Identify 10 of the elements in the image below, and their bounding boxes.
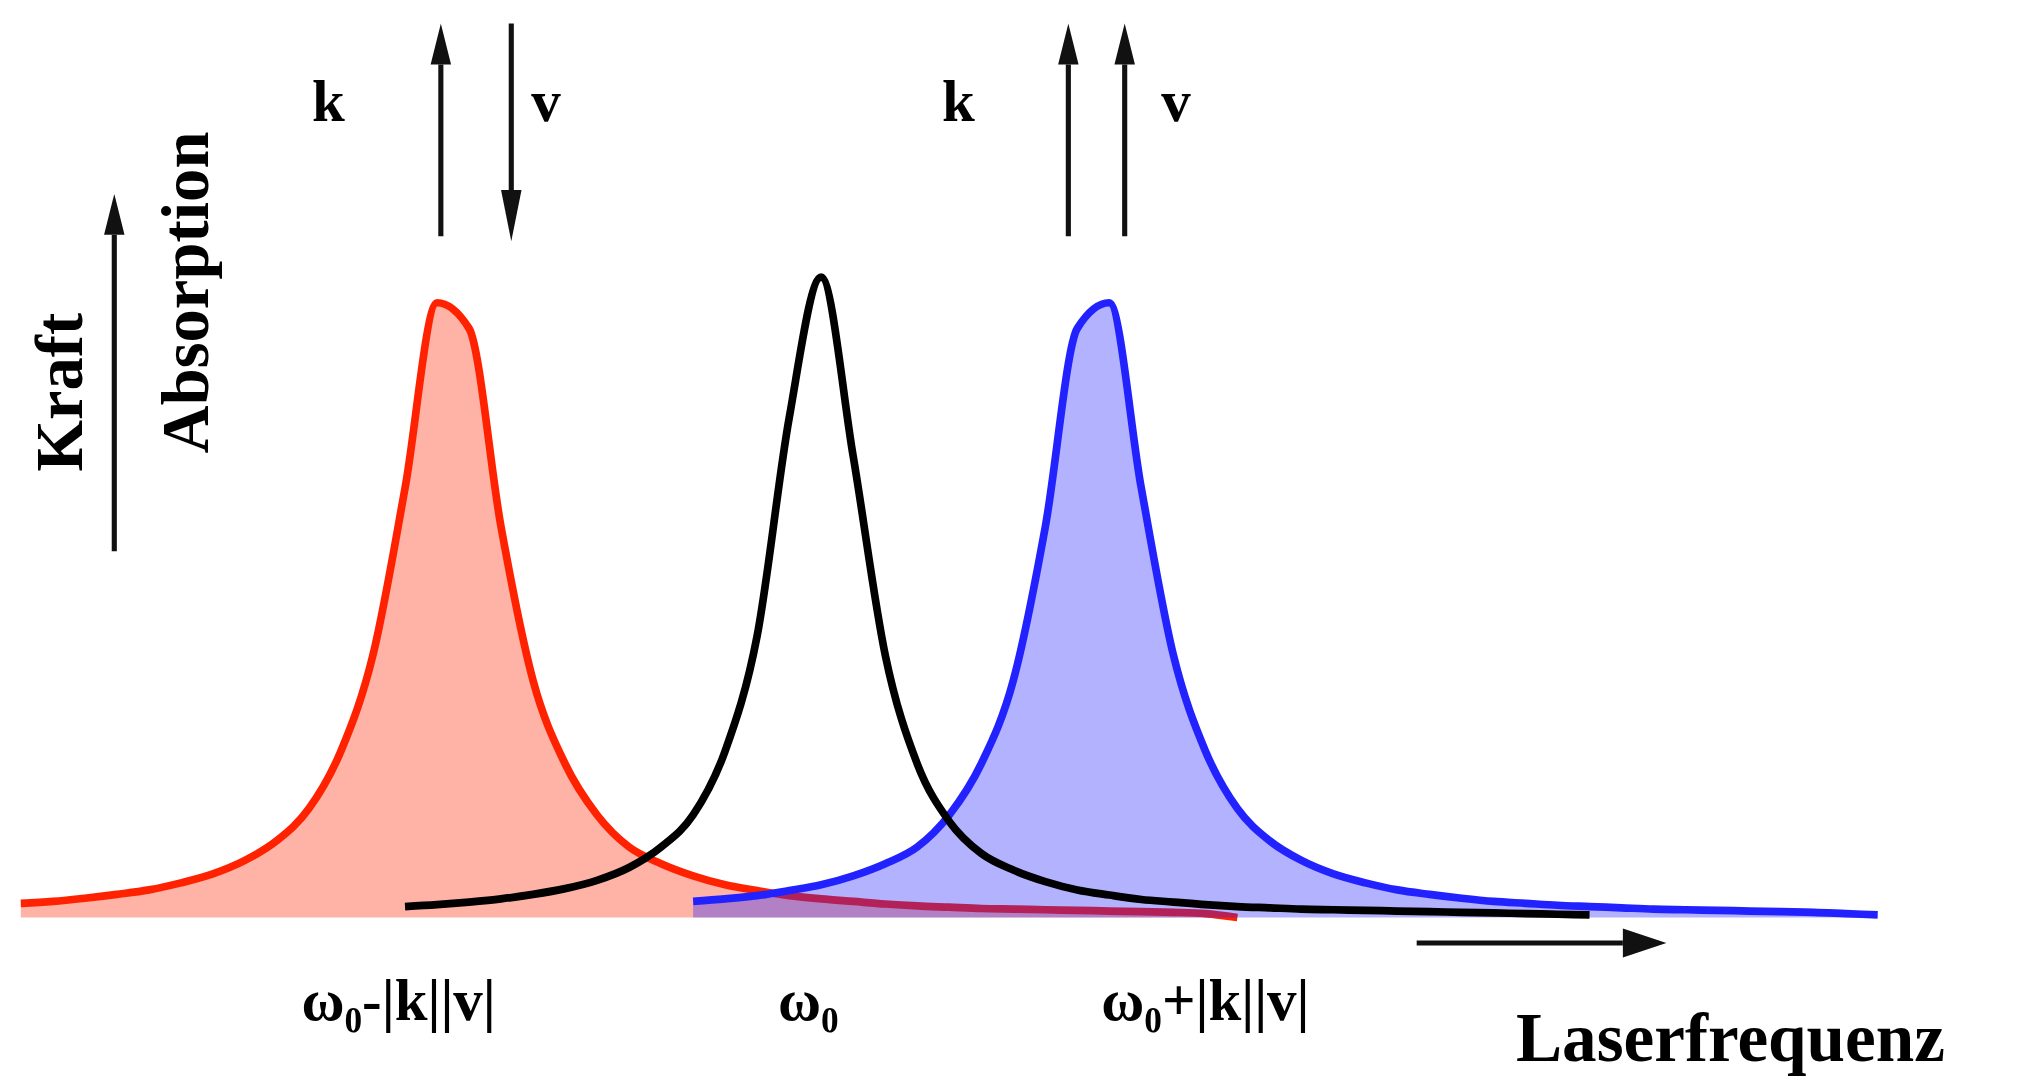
- x-axis-title: Laserfrequenz: [1515, 998, 1945, 1076]
- text: k⃗: [311, 68, 391, 134]
- text: ω₀-|k||v|: [301, 967, 496, 1033]
- y2-axis-title: Absorption: [148, 131, 222, 454]
- text: ω₀: [778, 967, 839, 1033]
- text: v⃗: [531, 68, 607, 134]
- text: v⃗: [1161, 68, 1237, 134]
- text: k⃗: [941, 68, 1021, 134]
- y-axis-title: Kraft: [23, 312, 97, 472]
- text: ω₀+|k||v|: [1101, 967, 1310, 1033]
